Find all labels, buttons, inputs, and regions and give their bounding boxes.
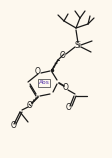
Text: O: O [11, 122, 17, 131]
FancyBboxPatch shape [37, 79, 50, 87]
Text: O: O [60, 51, 65, 60]
Text: O: O [35, 67, 41, 76]
Text: O: O [62, 83, 68, 92]
Text: Abs: Abs [38, 80, 49, 85]
Text: O: O [27, 100, 33, 109]
Text: O: O [66, 103, 71, 112]
Text: Si: Si [74, 42, 81, 51]
